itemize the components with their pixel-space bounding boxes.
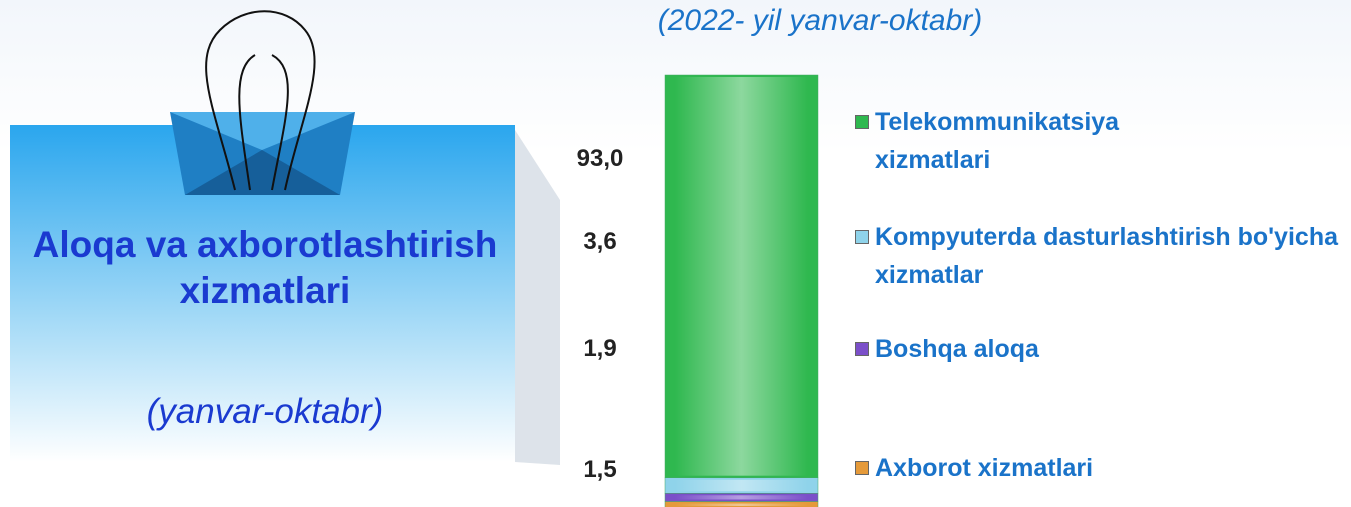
legend-swatch xyxy=(855,461,869,475)
value-label: 1,5 xyxy=(583,456,617,483)
bar-shine xyxy=(675,503,808,506)
value-label: 93,0 xyxy=(576,145,624,172)
legend-swatch xyxy=(855,230,869,244)
legend-label: Telekommunikatsiya xizmatlari xyxy=(875,108,1120,174)
bar-shine xyxy=(675,495,808,500)
legend-swatch xyxy=(855,115,869,129)
card-shadow xyxy=(515,130,560,465)
legend-swatch xyxy=(855,342,869,356)
legend-label: Axborot xizmatlari xyxy=(875,454,1094,482)
legend-label: Kompyuterda dasturlashtirish bo'yicha xi… xyxy=(875,223,1338,289)
legend-label: Boshqa aloqa xyxy=(875,335,1039,363)
chart-subtitle: (2022- yil yanvar-oktabr) xyxy=(657,4,983,37)
value-label: 3,6 xyxy=(583,228,617,255)
binder-clip xyxy=(170,10,355,195)
panel-subtitle: (yanvar-oktabr) xyxy=(146,392,384,431)
bar-shine xyxy=(675,77,808,476)
value-label: 1,9 xyxy=(583,335,617,362)
bar-shine xyxy=(675,479,808,492)
panel-title: Aloqa va axborotlashtirish xizmatlari xyxy=(32,224,498,311)
